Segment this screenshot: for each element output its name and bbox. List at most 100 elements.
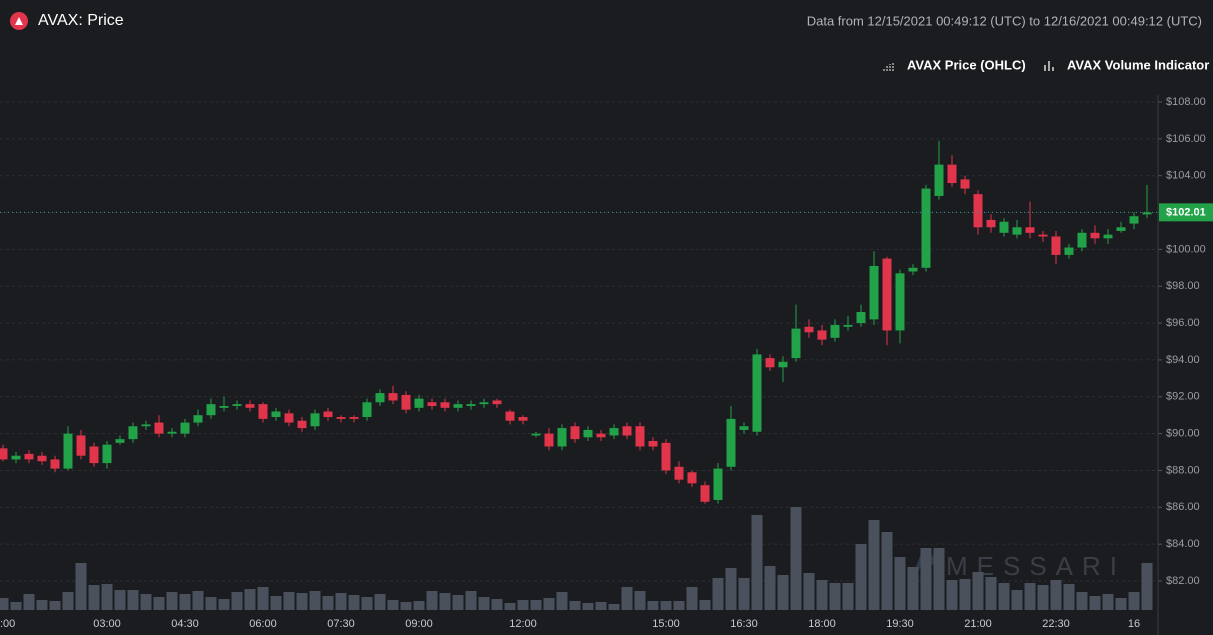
volume-bar (270, 596, 282, 610)
candle-body (128, 426, 138, 440)
candle-body (700, 485, 710, 502)
volume-bar (231, 592, 243, 610)
y-tick-label: $92.00 (1166, 391, 1200, 403)
volume-bar (491, 599, 503, 610)
volume-bar (439, 593, 451, 610)
candle-body (908, 267, 918, 272)
candle-body (1064, 247, 1074, 255)
volume-bar (244, 589, 256, 610)
candle-body (271, 411, 281, 418)
candle-body (232, 404, 242, 406)
x-tick-label: 07:30 (327, 618, 355, 630)
volume-bar (49, 601, 61, 610)
volume-bar (218, 599, 230, 610)
watermark: MESSARI (913, 551, 1117, 581)
legend-icon (883, 62, 894, 71)
candle-body (1090, 232, 1100, 239)
candle-body (1116, 227, 1126, 231)
candle-body (453, 404, 463, 408)
volume-bar (803, 573, 815, 610)
candle-body (570, 426, 580, 440)
candle-body (24, 453, 34, 460)
x-tick-label: 06:00 (249, 618, 277, 630)
volume-bar (75, 563, 87, 610)
candle-body (843, 324, 853, 327)
y-tick-label: $90.00 (1166, 428, 1200, 440)
volume-bar (972, 572, 984, 610)
volume-bar (400, 602, 412, 610)
candle-body (557, 428, 567, 447)
volume-bar (452, 595, 464, 610)
candle-body (401, 394, 411, 410)
candle-body (310, 413, 320, 427)
candle-body (505, 411, 515, 421)
volume-bar (868, 520, 880, 610)
volume-bar (595, 602, 607, 610)
candle-body (50, 459, 60, 469)
legend-icon (1044, 61, 1054, 71)
candle-body (349, 417, 359, 419)
volume-bar (374, 594, 386, 610)
candle-body (804, 326, 814, 333)
volume-bar (556, 592, 568, 610)
volume-bar (569, 601, 581, 610)
candle-body (1038, 234, 1048, 237)
volume-bar (699, 600, 711, 610)
x-tick-label: 21:00 (964, 618, 992, 630)
candle-body (63, 433, 73, 469)
candle-body (466, 404, 476, 406)
y-tick-label: $94.00 (1166, 354, 1200, 366)
candle-body (882, 258, 892, 331)
candle-body (258, 404, 268, 419)
x-tick-label: 03:00 (93, 618, 121, 630)
volume-bar (946, 580, 958, 610)
candle-body (1129, 216, 1139, 224)
candle-body (986, 219, 996, 228)
candle-body (375, 393, 385, 403)
volume-bar (1128, 592, 1140, 610)
candle-body (1012, 227, 1022, 235)
volume-bar (153, 597, 165, 610)
volume-bar (959, 579, 971, 610)
x-tick-label: 16 (1128, 618, 1140, 630)
candle-body (1051, 236, 1061, 255)
candle-body (414, 398, 424, 408)
candle-body (934, 164, 944, 196)
volume-bar (933, 548, 945, 610)
chart-subtitle: Data from 12/15/2021 00:49:12 (UTC) to 1… (807, 13, 1202, 28)
volume-bar (751, 515, 763, 610)
candle-body (102, 444, 112, 464)
candle-body (999, 221, 1009, 233)
candle-body (1025, 227, 1035, 233)
volume-bar (582, 603, 594, 610)
candle-body (427, 402, 437, 406)
volume-bar (985, 577, 997, 610)
x-tick-label: 15:00 (652, 618, 680, 630)
candle-body (297, 420, 307, 429)
volume-bar (998, 583, 1010, 610)
candle-body (960, 179, 970, 189)
x-tick-label: 18:00 (808, 618, 836, 630)
legend-label[interactable]: AVAX Price (OHLC) (907, 57, 1026, 72)
volume-bar (1050, 580, 1062, 610)
candle-body (817, 330, 827, 340)
candle-body (89, 446, 99, 464)
candle-body (778, 361, 788, 368)
volume-bar (257, 587, 269, 610)
y-tick-label: $104.00 (1166, 170, 1206, 182)
volume-bar (647, 601, 659, 610)
candle-body (193, 415, 203, 423)
volume-bar (634, 591, 646, 610)
volume-bar (725, 568, 737, 610)
legend: AVAX Price (OHLC) AVAX Volume Indicator (883, 57, 1209, 72)
volume-bar (907, 567, 919, 610)
y-tick-label: $82.00 (1166, 575, 1200, 587)
candle-body (479, 402, 489, 405)
y-tick-label: $86.00 (1166, 501, 1200, 513)
candle-body (609, 428, 619, 436)
volume-bar (920, 548, 932, 610)
volume-bar (179, 594, 191, 610)
legend-label[interactable]: AVAX Volume Indicator (1067, 57, 1209, 72)
